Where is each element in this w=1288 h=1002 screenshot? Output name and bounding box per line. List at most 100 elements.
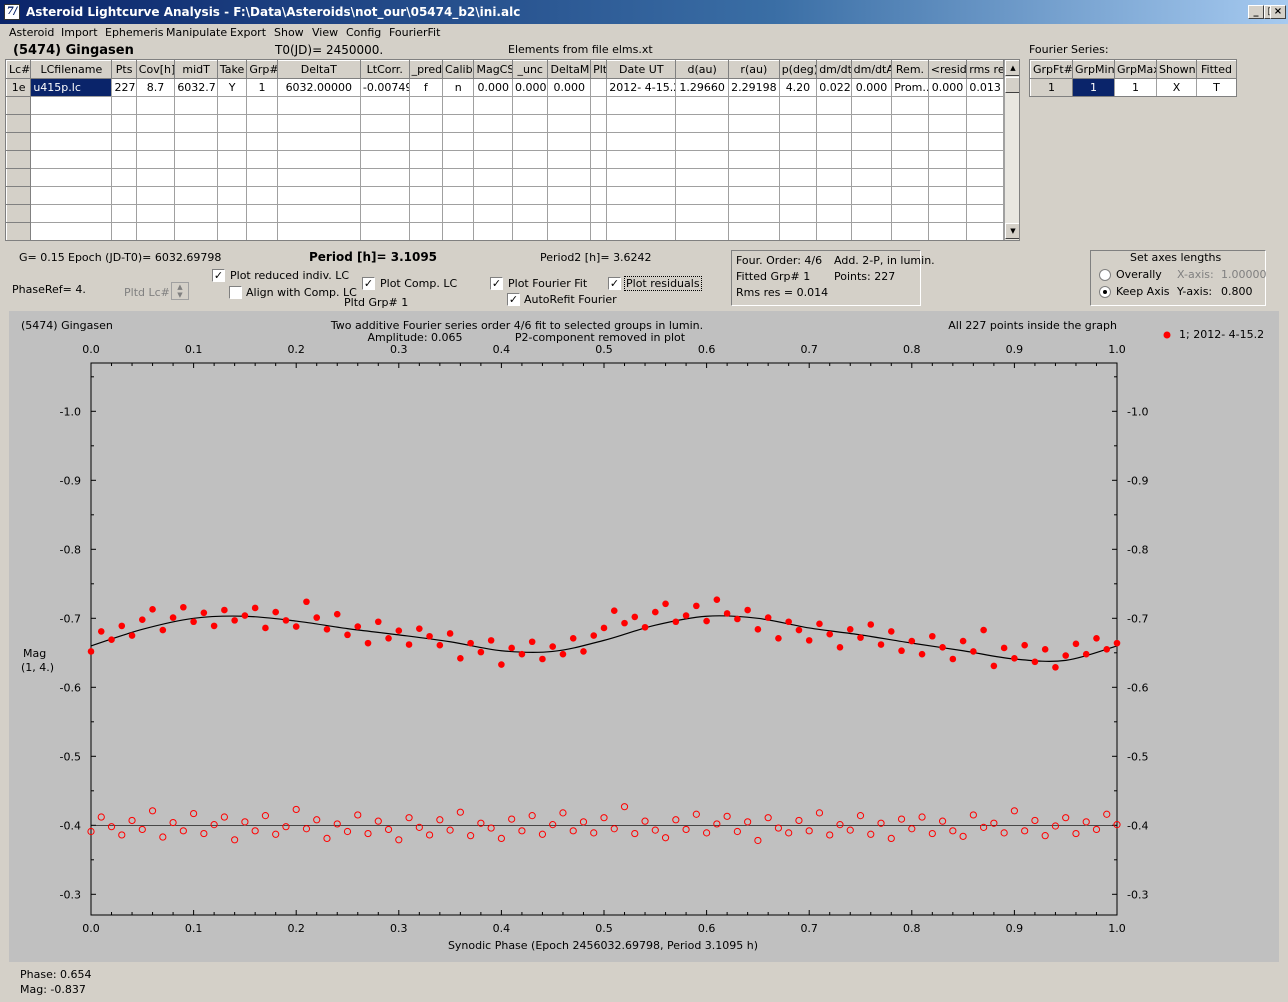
- lc-empty-cell[interactable]: [511, 186, 549, 205]
- lc-empty-cell[interactable]: [511, 204, 549, 223]
- lc-empty-cell[interactable]: [111, 114, 137, 133]
- scroll-down-icon[interactable]: ▼: [1005, 223, 1019, 239]
- lc-table-cell[interactable]: n: [442, 78, 475, 97]
- lc-empty-cell[interactable]: [276, 204, 361, 223]
- lc-empty-row[interactable]: [6, 96, 1004, 115]
- lc-empty-cell[interactable]: [30, 150, 113, 169]
- lc-empty-cell[interactable]: [606, 132, 677, 151]
- lc-empty-cell[interactable]: [135, 186, 176, 205]
- lc-col-header[interactable]: Take: [216, 60, 248, 79]
- lc-empty-cell[interactable]: [590, 222, 608, 240]
- lc-empty-cell[interactable]: [547, 204, 592, 223]
- lc-empty-cell[interactable]: [891, 150, 929, 169]
- lc-col-header[interactable]: midT: [174, 60, 218, 79]
- lc-empty-cell[interactable]: [816, 150, 852, 169]
- lc-empty-cell[interactable]: [606, 204, 677, 223]
- lc-empty-cell[interactable]: [246, 168, 278, 187]
- lc-empty-cell[interactable]: [442, 96, 475, 115]
- lc-empty-cell[interactable]: [216, 168, 248, 187]
- lc-empty-cell[interactable]: [850, 132, 893, 151]
- ft-col-header[interactable]: GrpFt#: [1030, 60, 1073, 79]
- lc-empty-cell[interactable]: [276, 96, 361, 115]
- ft-col-header[interactable]: GrpMax: [1114, 60, 1157, 79]
- lc-table-cell[interactable]: 6032.7: [174, 78, 218, 97]
- lc-empty-cell[interactable]: [174, 114, 218, 133]
- lc-table-cell[interactable]: 1.29660: [675, 78, 729, 97]
- lc-empty-cell[interactable]: [927, 114, 968, 133]
- lc-empty-cell[interactable]: [547, 96, 592, 115]
- lc-empty-cell[interactable]: [590, 186, 608, 205]
- lc-table-cell[interactable]: 2.29198: [727, 78, 780, 97]
- lc-empty-cell[interactable]: [408, 204, 444, 223]
- lc-empty-cell[interactable]: [891, 204, 929, 223]
- lc-empty-cell[interactable]: [727, 150, 780, 169]
- lc-empty-cell[interactable]: [966, 222, 1004, 240]
- lc-empty-cell[interactable]: [891, 168, 929, 187]
- lc-empty-cell[interactable]: [442, 186, 475, 205]
- lc-empty-cell[interactable]: [891, 114, 929, 133]
- menu-manipulate[interactable]: Manipulate: [166, 26, 228, 39]
- lc-empty-cell[interactable]: [30, 132, 113, 151]
- lc-empty-cell[interactable]: [276, 222, 361, 240]
- lc-empty-cell[interactable]: [473, 96, 513, 115]
- lc-empty-cell[interactable]: [778, 204, 818, 223]
- lc-empty-cell[interactable]: [6, 186, 32, 205]
- lc-empty-cell[interactable]: [276, 132, 361, 151]
- lc-empty-cell[interactable]: [174, 150, 218, 169]
- lc-empty-cell[interactable]: [246, 132, 278, 151]
- lc-empty-cell[interactable]: [216, 114, 248, 133]
- lc-empty-row[interactable]: [6, 186, 1004, 205]
- lc-empty-cell[interactable]: [927, 150, 968, 169]
- lc-empty-cell[interactable]: [174, 222, 218, 240]
- lc-empty-cell[interactable]: [6, 204, 32, 223]
- lc-empty-cell[interactable]: [816, 204, 852, 223]
- lc-empty-cell[interactable]: [408, 114, 444, 133]
- minimize-button[interactable]: _: [1248, 5, 1264, 19]
- lc-empty-cell[interactable]: [675, 150, 729, 169]
- lc-empty-cell[interactable]: [135, 168, 176, 187]
- lc-table-cell[interactable]: 0.013: [966, 78, 1004, 97]
- ft-table-cell[interactable]: T: [1196, 78, 1236, 96]
- lc-empty-cell[interactable]: [359, 204, 410, 223]
- lc-empty-cell[interactable]: [816, 132, 852, 151]
- lc-empty-cell[interactable]: [135, 222, 176, 240]
- x-axis-value[interactable]: 1.00000: [1221, 268, 1267, 281]
- lc-empty-cell[interactable]: [816, 222, 852, 240]
- lc-empty-cell[interactable]: [135, 132, 176, 151]
- lc-empty-cell[interactable]: [442, 168, 475, 187]
- lc-col-header[interactable]: Calib.: [442, 60, 475, 79]
- lc-empty-cell[interactable]: [276, 186, 361, 205]
- lc-table-cell[interactable]: Prom...: [891, 78, 929, 97]
- lc-empty-row[interactable]: [6, 222, 1004, 240]
- lc-empty-cell[interactable]: [30, 222, 113, 240]
- lc-empty-cell[interactable]: [511, 222, 549, 240]
- lc-col-header[interactable]: d(au): [675, 60, 729, 79]
- lc-table-cell[interactable]: u415p.lc: [30, 78, 113, 97]
- lc-col-header[interactable]: <resid>: [927, 60, 968, 79]
- lc-empty-cell[interactable]: [675, 168, 729, 187]
- lc-empty-cell[interactable]: [276, 150, 361, 169]
- lc-empty-cell[interactable]: [408, 186, 444, 205]
- lc-empty-cell[interactable]: [473, 186, 513, 205]
- lc-empty-cell[interactable]: [174, 204, 218, 223]
- lc-table-cell[interactable]: 0.022: [816, 78, 852, 97]
- title-bar[interactable]: 7/ Asteroid Lightcurve Analysis - F:\Dat…: [0, 0, 1288, 24]
- lc-empty-cell[interactable]: [547, 168, 592, 187]
- lc-empty-cell[interactable]: [276, 168, 361, 187]
- lc-empty-cell[interactable]: [359, 132, 410, 151]
- lc-empty-cell[interactable]: [442, 222, 475, 240]
- lc-empty-cell[interactable]: [606, 168, 677, 187]
- lc-col-header[interactable]: Lc#: [6, 60, 32, 79]
- ft-table-cell[interactable]: X: [1156, 78, 1197, 96]
- lc-empty-cell[interactable]: [927, 168, 968, 187]
- lc-table-cell[interactable]: 1: [246, 78, 278, 97]
- ft-col-header[interactable]: GrpMin: [1072, 60, 1115, 79]
- lightcurve-chart[interactable]: 0.0 0.0 0.1 0.1 0.2 0.2 0.3 0.3 0.4 0.4 0.5 0.5 0.6 0…: [9, 311, 1279, 962]
- menu-asteroid[interactable]: Asteroid: [9, 26, 55, 39]
- lc-empty-cell[interactable]: [6, 132, 32, 151]
- lc-empty-cell[interactable]: [511, 132, 549, 151]
- lc-empty-cell[interactable]: [359, 114, 410, 133]
- lc-empty-cell[interactable]: [473, 132, 513, 151]
- lc-empty-cell[interactable]: [216, 186, 248, 205]
